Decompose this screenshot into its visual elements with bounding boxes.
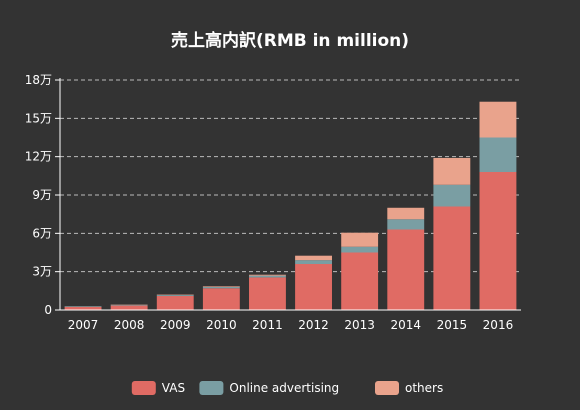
bar-online-advertising <box>479 137 517 172</box>
bar-online-advertising <box>156 294 194 296</box>
y-tick-label: 6万 <box>32 226 52 240</box>
bar-online-advertising <box>341 246 379 253</box>
legend-label[interactable]: others <box>405 381 443 395</box>
x-tick-label: 2011 <box>252 318 283 332</box>
bar-online-advertising <box>249 275 286 278</box>
x-tick-label: 2008 <box>114 318 145 332</box>
bar-others <box>433 157 471 185</box>
bar-vas <box>479 172 517 310</box>
chart-title: 売上高内訳(RMB in million) <box>171 30 409 51</box>
x-tick-label: 2010 <box>206 318 237 332</box>
bar-online-advertising <box>64 306 102 307</box>
bar-vas <box>156 295 194 310</box>
y-tick-label: 12万 <box>25 150 52 164</box>
bar-vas <box>110 305 148 310</box>
y-tick-label: 9万 <box>32 188 52 202</box>
y-tick-label: 3万 <box>32 265 52 279</box>
bar-others <box>341 232 379 247</box>
y-tick-label: 18万 <box>25 73 52 87</box>
bar-others <box>249 274 286 276</box>
legend-label[interactable]: Online advertising <box>229 381 339 395</box>
legend-swatch[interactable] <box>199 381 224 395</box>
bar-vas <box>64 306 102 310</box>
legend-swatch[interactable] <box>131 381 156 395</box>
bar-vas <box>249 277 286 310</box>
bar-vas <box>295 264 332 310</box>
y-tick-label: 15万 <box>25 111 52 125</box>
bar-online-advertising <box>387 219 425 230</box>
bar-online-advertising <box>110 304 148 306</box>
bar-others <box>479 101 517 138</box>
x-tick-label: 2007 <box>68 318 99 332</box>
x-tick-label: 2009 <box>160 318 191 332</box>
x-tick-label: 2014 <box>390 318 421 332</box>
x-tick-label: 2013 <box>344 318 375 332</box>
bar-others <box>202 286 240 287</box>
bar-online-advertising <box>295 260 332 264</box>
axes: 0 3万 6万 9万 12万 15万 18万 2007 2008 2009 2010 2011 2012… <box>25 73 521 332</box>
bar-vas <box>433 206 471 310</box>
bar-layer <box>64 101 517 310</box>
legend-swatch[interactable] <box>375 381 399 395</box>
x-tick-label: 2015 <box>437 318 468 332</box>
x-tick-label: 2016 <box>483 318 514 332</box>
bar-vas <box>202 288 240 310</box>
bar-others <box>295 255 332 261</box>
bar-others <box>387 207 425 220</box>
bar-vas <box>341 252 379 310</box>
y-tick-label: 0 <box>44 303 52 317</box>
bar-online-advertising <box>202 287 240 289</box>
legend-label[interactable]: VAS <box>162 381 185 395</box>
x-tick-label: 2012 <box>298 318 329 332</box>
bar-vas <box>387 229 425 310</box>
bar-online-advertising <box>433 184 471 207</box>
legend: VAS Online advertising others <box>131 381 443 395</box>
